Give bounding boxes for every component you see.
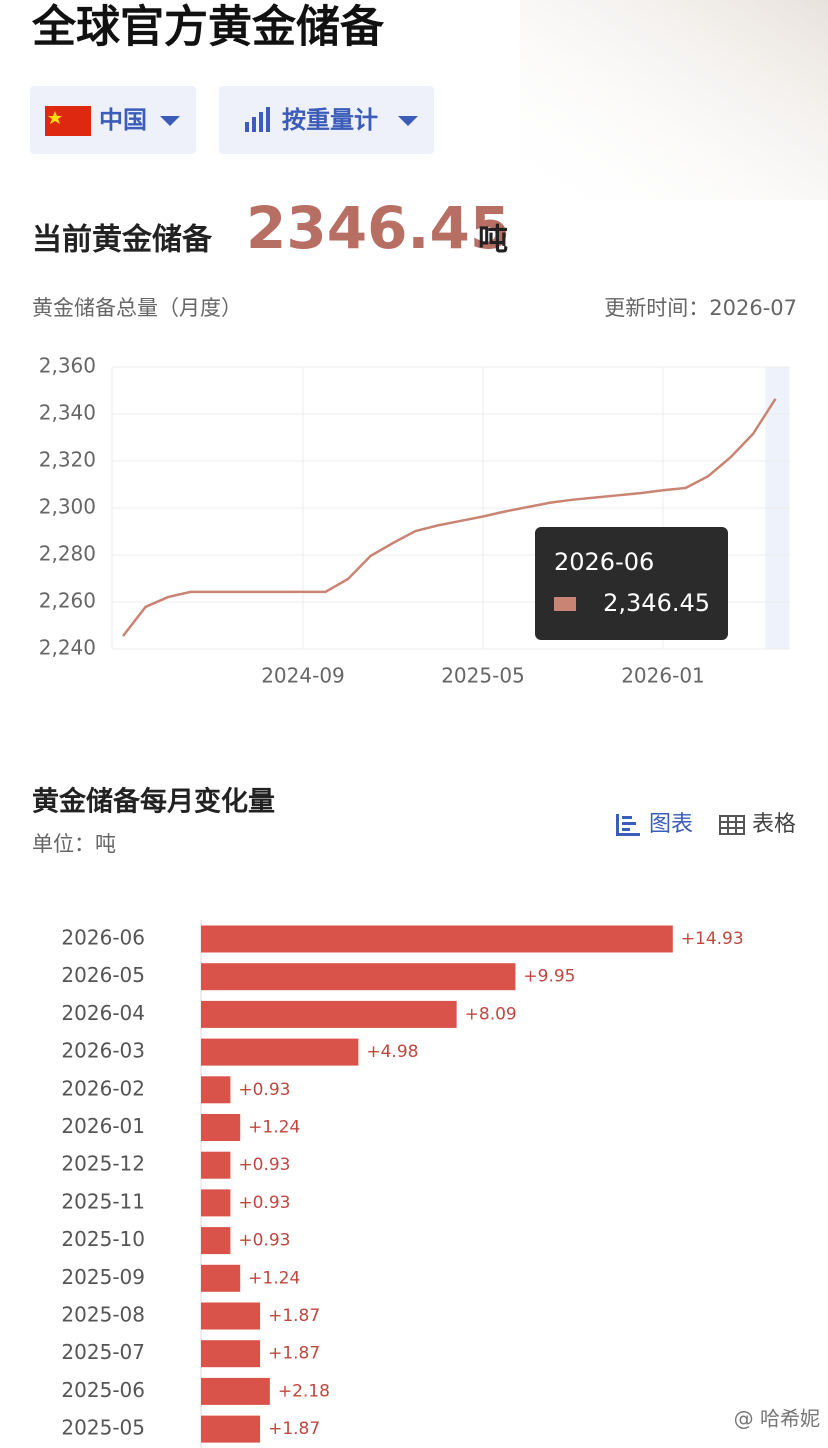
watermark: @ 哈希妮 — [734, 1407, 820, 1431]
y-tick-label: 2026-03 — [61, 1039, 145, 1063]
value-label: +1.87 — [268, 1306, 320, 1326]
value-label: +4.98 — [366, 1042, 418, 1062]
bar — [201, 1151, 231, 1179]
weight-icon — [245, 107, 270, 132]
tooltip-value: 2,346.45 — [603, 589, 710, 617]
bar — [201, 963, 516, 991]
bar — [201, 1377, 270, 1405]
y-tick-label: 2026-04 — [61, 1001, 145, 1025]
y-tick-label: 2,300 — [39, 495, 96, 519]
page-title: 全球官方黄金储备 — [31, 2, 385, 53]
bar-chart-title: 黄金储备每月变化量 — [32, 786, 275, 818]
value-label: +14.93 — [681, 929, 744, 949]
y-tick-label: 2,260 — [39, 589, 96, 613]
bar — [201, 1302, 261, 1330]
bar — [201, 1264, 241, 1292]
update-time: 更新时间：2026-07 — [604, 296, 797, 320]
value-label: +8.09 — [465, 1004, 517, 1024]
bar — [201, 1114, 241, 1141]
y-tick-label: 2025-11 — [61, 1189, 145, 1213]
y-tick-label: 2025-05 — [61, 1416, 145, 1440]
y-tick-label: 2,320 — [39, 448, 96, 472]
x-tick-label: 2025-05 — [441, 664, 525, 688]
bar — [201, 1415, 261, 1443]
y-tick-label: 2026-05 — [61, 963, 145, 987]
table-view-option[interactable]: 表格 — [752, 812, 796, 837]
dropdown-arrow — [160, 116, 180, 126]
current-unit: 吨 — [478, 223, 508, 258]
bar — [201, 1227, 231, 1255]
value-label: +1.87 — [268, 1419, 320, 1439]
y-tick-label: 2025-06 — [61, 1378, 145, 1402]
value-label: +1.24 — [248, 1268, 300, 1288]
x-tick-label: 2024-09 — [261, 664, 345, 688]
current-label: 当前黄金储备 — [32, 223, 213, 258]
y-tick-label: 2,340 — [39, 401, 96, 425]
line-chart-title: 黄金储备总量（月度） — [32, 296, 242, 320]
y-tick-label: 2025-10 — [61, 1227, 145, 1251]
value-label: +9.95 — [523, 967, 575, 987]
value-label: +1.87 — [268, 1344, 320, 1364]
y-tick-label: 2026-02 — [61, 1076, 145, 1100]
value-label: +0.93 — [238, 1193, 290, 1213]
tooltip: 2026-06 2,346.45 — [535, 527, 728, 640]
table-view-icon[interactable] — [719, 815, 745, 835]
y-tick-label: 2025-12 — [61, 1152, 145, 1176]
y-tick-label: 2026-01 — [61, 1114, 145, 1138]
tooltip-label: 2026-06 — [554, 548, 654, 576]
value-label: +0.93 — [238, 1231, 290, 1251]
bar — [201, 1076, 231, 1104]
bar — [201, 1038, 359, 1066]
tooltip-swatch — [554, 597, 576, 611]
flag-star — [48, 111, 62, 124]
value-label: +0.93 — [238, 1155, 290, 1175]
x-tick-label: 2026-01 — [621, 664, 705, 688]
bar — [201, 1189, 231, 1217]
y-tick-label: 2025-08 — [61, 1303, 145, 1327]
mode-label: 按重量计 — [282, 106, 378, 134]
y-tick-label: 2025-09 — [61, 1265, 145, 1289]
bar — [201, 1000, 457, 1028]
header-decoration — [520, 0, 828, 200]
y-tick-label: 2,360 — [39, 354, 96, 378]
chart-view-icon[interactable] — [616, 814, 640, 836]
value-label: +0.93 — [238, 1080, 290, 1100]
value-label: +1.24 — [248, 1118, 300, 1138]
chart-view-option[interactable]: 图表 — [649, 812, 693, 837]
y-tick-label: 2025-07 — [61, 1340, 145, 1364]
tooltip-box — [535, 527, 728, 640]
country-dropdown[interactable] — [30, 86, 196, 154]
dropdown-arrow — [398, 116, 418, 126]
y-tick-label: 2,280 — [39, 542, 96, 566]
current-value: 2346.45 — [246, 194, 510, 262]
bar — [201, 925, 673, 953]
y-tick-label: 2,240 — [39, 636, 96, 660]
mode-dropdown[interactable] — [219, 86, 434, 154]
country-label: 中国 — [99, 106, 147, 134]
data-line — [122, 398, 777, 637]
bar — [201, 1340, 261, 1368]
unit-label: 单位：吨 — [32, 832, 116, 856]
value-label: +2.18 — [278, 1381, 330, 1401]
y-tick-label: 2026-06 — [61, 926, 145, 950]
